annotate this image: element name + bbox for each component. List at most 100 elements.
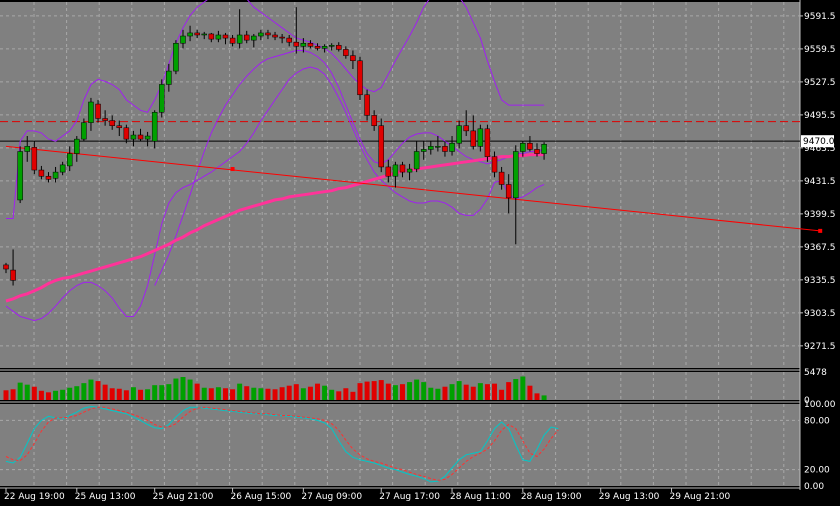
candle — [449, 142, 455, 152]
volume-bar — [74, 386, 80, 400]
candle — [392, 164, 399, 177]
candle — [215, 34, 222, 40]
candle — [357, 60, 363, 96]
candle — [484, 128, 491, 157]
volume-bar — [24, 384, 30, 400]
volume-bar — [343, 388, 349, 400]
volume-bar — [45, 392, 51, 400]
candle — [17, 151, 23, 201]
trendline-anchor[interactable] — [818, 228, 823, 233]
stochastic-panel — [0, 404, 800, 486]
volume-bar — [31, 386, 37, 400]
volume-bar — [449, 384, 455, 400]
candle — [413, 151, 420, 170]
volume-bar — [322, 385, 328, 400]
volume-bar — [187, 379, 193, 400]
candle — [251, 35, 257, 41]
candle — [513, 151, 519, 199]
candle — [336, 45, 342, 50]
candle — [307, 42, 314, 47]
candle — [222, 34, 229, 39]
volume-bar — [407, 382, 413, 400]
time-tick-label: 27 Aug 17:00 — [379, 492, 440, 502]
volume-bar — [286, 385, 292, 400]
candle — [314, 46, 321, 49]
volume-bar — [329, 389, 335, 400]
candle — [159, 84, 165, 113]
candle — [463, 125, 469, 132]
candle — [293, 41, 300, 47]
volume-bar — [109, 388, 115, 400]
current-price-label: 9470.0 — [803, 137, 835, 147]
candle — [137, 134, 144, 140]
trendline[interactable] — [5, 145, 823, 233]
stochastic-tick-label: 0.00 — [804, 482, 824, 492]
candle — [88, 101, 94, 123]
time-tick-label: 28 Aug 11:00 — [450, 492, 511, 502]
candle — [435, 146, 441, 148]
volume-bar — [208, 388, 214, 400]
stochastic-lines — [5, 405, 559, 483]
volume-bar — [293, 384, 299, 400]
candle — [187, 32, 193, 37]
volume-bar — [336, 391, 342, 400]
candle — [286, 37, 292, 43]
volume-bar — [371, 381, 377, 400]
candle — [201, 33, 207, 36]
volume-bar — [414, 379, 420, 400]
volume-bar — [463, 384, 469, 400]
volume-bar — [541, 395, 547, 400]
stochastic-tick-label: 100.00 — [804, 400, 836, 410]
volume-bar — [442, 386, 448, 400]
volume-bar — [237, 383, 243, 400]
candle — [541, 144, 547, 154]
time-tick-label: 25 Aug 21:00 — [153, 492, 214, 502]
trendline-anchor[interactable] — [230, 167, 235, 172]
time-tick-label: 29 Aug 13:00 — [599, 492, 660, 502]
price-tick-label: 9591.5 — [804, 12, 836, 22]
candle — [428, 146, 434, 150]
volume-bar — [272, 389, 278, 400]
stochastic-signal-line — [5, 406, 559, 481]
volume-bar — [357, 383, 363, 400]
stochastic-tick-label: 20.00 — [804, 466, 830, 476]
candle — [173, 42, 179, 72]
volume-bar — [173, 378, 179, 400]
volume-bar — [222, 388, 228, 400]
candle — [406, 168, 413, 173]
time-tick-label: 26 Aug 15:00 — [231, 492, 292, 502]
volume-bar — [477, 383, 483, 400]
volume-bar — [244, 386, 250, 400]
candle — [10, 269, 16, 281]
volume-bar — [499, 389, 505, 400]
candle — [31, 147, 38, 171]
volume-bar — [145, 389, 151, 400]
volume-bar — [492, 383, 498, 400]
volume-bar — [470, 386, 476, 400]
candle — [442, 146, 448, 152]
candle — [399, 164, 406, 173]
time-tick-label: 29 Aug 21:00 — [670, 492, 731, 502]
time-tick-label: 28 Aug 19:00 — [521, 492, 582, 502]
price-tick-label: 9463.5 — [804, 144, 836, 154]
volume-bar — [123, 390, 129, 400]
volume-bar — [251, 387, 257, 400]
candle — [38, 169, 45, 177]
candle — [371, 115, 377, 126]
volume-bar — [166, 384, 172, 400]
candle — [74, 138, 80, 154]
volume-bar — [506, 382, 512, 400]
trendline-line[interactable] — [5, 145, 821, 232]
time-tick-label: 25 Aug 13:00 — [75, 492, 136, 502]
volume-bar — [534, 393, 540, 400]
candle — [52, 171, 59, 179]
volume-bar — [428, 387, 434, 400]
candle — [378, 125, 384, 168]
candle — [470, 130, 477, 147]
candle — [59, 164, 66, 173]
bollinger-bands — [5, 0, 545, 322]
price-tick-label: 9367.5 — [804, 243, 836, 253]
volume-bar — [152, 385, 158, 400]
candle — [109, 120, 115, 126]
